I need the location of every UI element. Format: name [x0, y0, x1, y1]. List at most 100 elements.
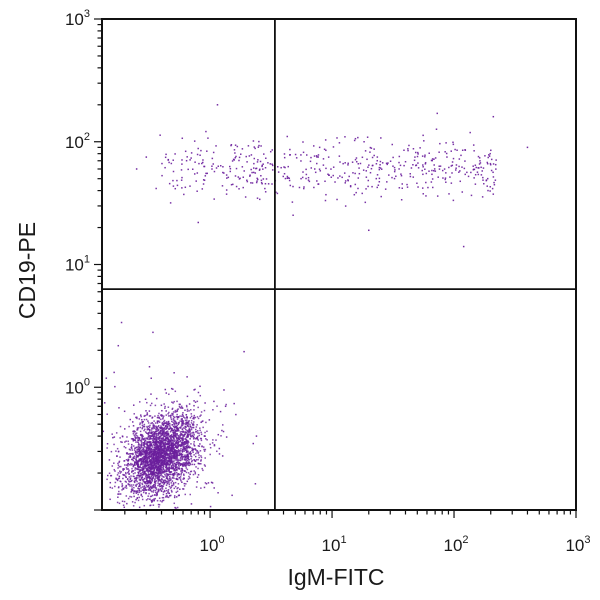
data-point — [168, 475, 171, 478]
data-point — [182, 420, 185, 422]
data-point — [192, 423, 195, 425]
data-point — [118, 475, 121, 478]
data-point — [127, 465, 129, 467]
data-point — [152, 466, 155, 469]
data-point — [267, 183, 270, 185]
data-point — [186, 422, 188, 424]
data-point — [137, 468, 139, 471]
data-point — [109, 486, 112, 489]
data-point — [264, 191, 267, 193]
data-point — [463, 167, 466, 170]
data-point — [119, 470, 121, 472]
data-point — [181, 159, 183, 161]
data-point — [182, 462, 185, 464]
data-point — [137, 445, 140, 448]
data-point — [283, 153, 286, 155]
data-point — [165, 489, 168, 492]
data-point — [141, 483, 144, 486]
data-point — [136, 474, 138, 477]
data-point — [177, 436, 180, 438]
data-point — [147, 422, 150, 424]
data-point — [138, 418, 141, 420]
data-point — [178, 473, 180, 476]
data-point — [319, 170, 322, 172]
data-point — [242, 186, 244, 189]
data-point — [474, 183, 477, 185]
data-point — [149, 432, 152, 434]
data-point — [148, 428, 150, 431]
data-point — [479, 160, 481, 162]
data-point — [121, 485, 123, 488]
data-point — [195, 430, 198, 433]
data-point — [146, 480, 148, 483]
data-point — [147, 464, 150, 467]
data-point — [170, 489, 173, 492]
data-point — [145, 450, 148, 453]
data-point — [173, 438, 175, 440]
data-point — [174, 481, 177, 484]
data-point — [327, 173, 329, 176]
data-point — [151, 449, 153, 451]
data-point — [162, 493, 165, 496]
data-point — [193, 443, 195, 445]
data-point — [344, 162, 346, 164]
data-point — [163, 444, 166, 447]
data-point — [289, 184, 292, 187]
data-point — [180, 424, 183, 427]
data-point — [188, 446, 190, 449]
data-point — [174, 449, 177, 451]
data-point — [137, 436, 140, 439]
data-point — [165, 436, 167, 439]
data-point — [131, 489, 134, 492]
data-point — [141, 482, 143, 485]
data-point — [191, 459, 193, 462]
data-point — [121, 483, 123, 485]
data-point — [289, 148, 291, 151]
data-point — [190, 435, 192, 438]
data-point — [157, 480, 160, 482]
data-point — [152, 451, 154, 453]
data-point — [185, 436, 188, 439]
data-point — [126, 502, 128, 505]
data-point — [373, 148, 375, 150]
data-point — [149, 404, 152, 407]
data-point — [149, 474, 151, 476]
data-point — [264, 182, 267, 185]
data-point — [168, 449, 170, 451]
data-point — [159, 447, 162, 449]
y-tick-label: 101 — [65, 254, 90, 275]
data-point — [184, 447, 186, 450]
data-point — [128, 469, 130, 472]
data-point — [178, 467, 180, 470]
data-point — [113, 371, 115, 374]
data-point — [202, 469, 204, 472]
data-point — [215, 145, 217, 147]
data-point — [158, 417, 161, 420]
data-point — [183, 448, 185, 451]
data-point — [175, 425, 178, 428]
data-point — [153, 444, 155, 447]
y-tick-label: 102 — [65, 131, 90, 152]
data-point — [151, 464, 154, 467]
data-point — [433, 169, 435, 172]
data-point — [159, 455, 161, 458]
data-point — [212, 151, 215, 154]
data-point — [176, 427, 179, 430]
data-point — [164, 460, 166, 463]
data-point — [174, 467, 177, 469]
data-point — [492, 171, 494, 174]
data-point — [450, 182, 453, 184]
data-point — [162, 434, 164, 437]
data-point — [223, 172, 225, 174]
data-point — [165, 480, 168, 483]
data-point — [124, 446, 127, 449]
data-point — [171, 442, 174, 445]
data-point — [229, 167, 232, 170]
data-point — [177, 460, 179, 463]
data-point — [364, 201, 367, 204]
data-point — [181, 418, 183, 421]
data-point — [489, 163, 492, 166]
data-point — [161, 482, 163, 484]
data-point — [236, 145, 239, 148]
data-point — [197, 147, 199, 150]
